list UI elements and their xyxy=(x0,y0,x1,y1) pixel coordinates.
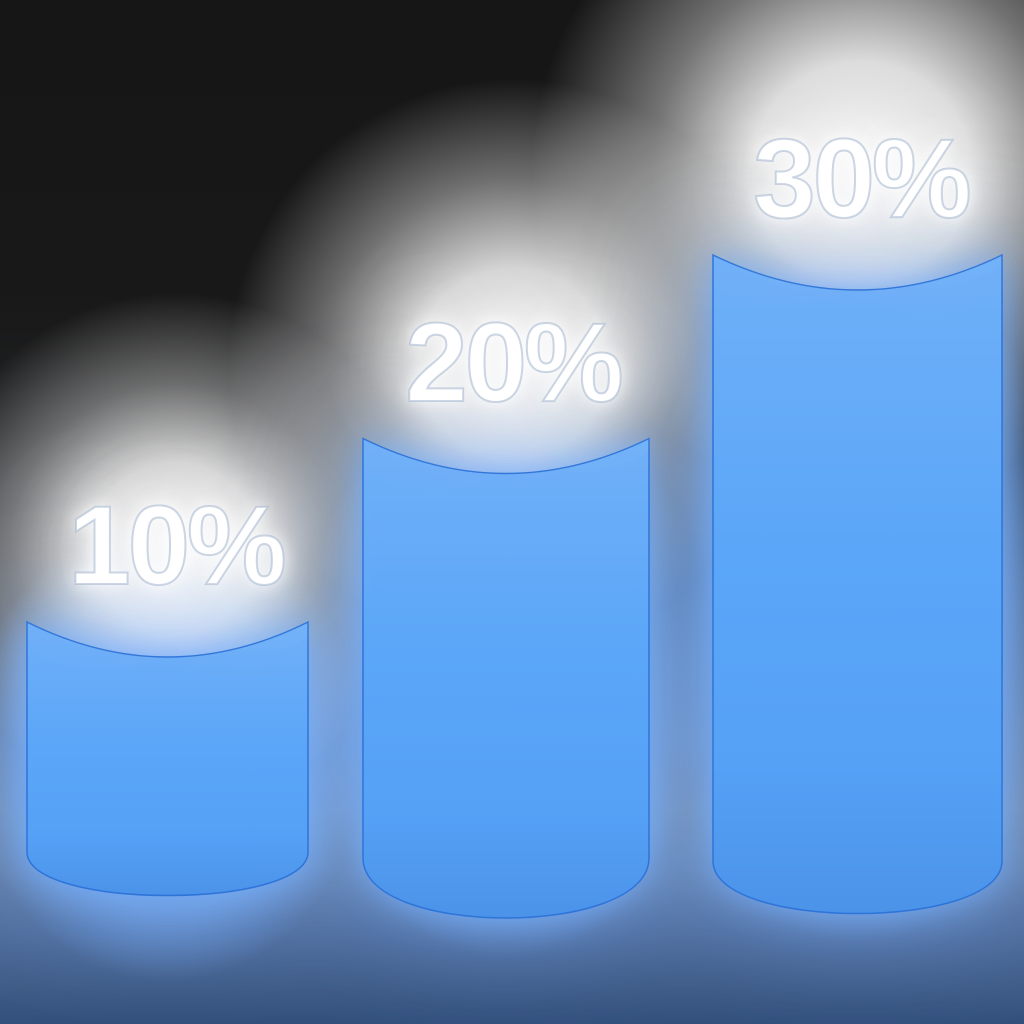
bar-cylinder-bar-2 xyxy=(362,437,650,919)
bar-cylinder-bar-3 xyxy=(712,253,1003,915)
bar-value-label-bar-1: 10% xyxy=(67,483,287,609)
bar-value-label-bar-3: 30% xyxy=(752,116,972,242)
bars-group xyxy=(26,253,1003,919)
bar-value-label-bar-2: 20% xyxy=(404,299,624,425)
bar-cylinder-bar-1 xyxy=(26,620,309,897)
